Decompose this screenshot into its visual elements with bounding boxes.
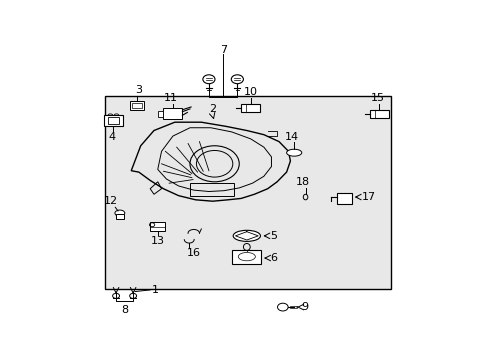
Bar <box>336 193 351 204</box>
Bar <box>232 250 261 264</box>
Ellipse shape <box>233 230 260 242</box>
Text: 6: 6 <box>270 253 277 263</box>
Bar <box>129 102 144 110</box>
Text: 2: 2 <box>209 104 216 114</box>
Bar <box>107 117 119 124</box>
Bar <box>116 214 123 219</box>
Text: 7: 7 <box>220 45 227 55</box>
Ellipse shape <box>286 149 301 156</box>
Text: 1: 1 <box>152 285 159 295</box>
Text: 5: 5 <box>270 231 277 241</box>
Circle shape <box>277 303 287 311</box>
Bar <box>131 103 142 108</box>
Ellipse shape <box>115 210 124 216</box>
Bar <box>189 183 233 195</box>
Bar <box>163 108 182 120</box>
Text: 17: 17 <box>361 192 375 202</box>
Bar <box>104 115 122 126</box>
Bar <box>104 96 390 288</box>
Bar <box>150 222 165 231</box>
Text: 9: 9 <box>301 302 307 312</box>
Bar <box>369 110 388 118</box>
Bar <box>158 111 163 117</box>
Text: 15: 15 <box>370 93 384 103</box>
Text: 8: 8 <box>121 305 128 315</box>
Text: 10: 10 <box>243 87 257 97</box>
Text: 11: 11 <box>163 93 178 103</box>
Text: 18: 18 <box>295 177 309 187</box>
Text: 4: 4 <box>108 132 115 142</box>
Text: 13: 13 <box>150 236 164 246</box>
Bar <box>240 104 260 112</box>
Text: 14: 14 <box>285 132 299 141</box>
Text: 3: 3 <box>135 85 142 95</box>
Text: 16: 16 <box>186 248 201 258</box>
Text: 12: 12 <box>103 197 117 207</box>
